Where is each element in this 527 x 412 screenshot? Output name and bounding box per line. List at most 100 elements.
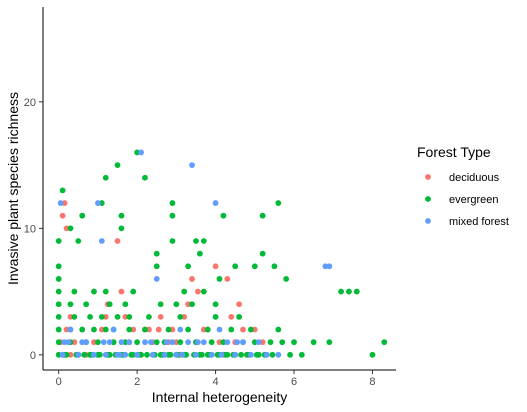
series-deciduous — [57, 200, 266, 358]
data-point — [212, 301, 219, 308]
data-point — [83, 301, 90, 308]
data-point — [110, 326, 117, 333]
data-point — [298, 351, 305, 358]
y-tick-label: 20 — [24, 97, 36, 109]
data-point — [79, 326, 86, 333]
data-point — [220, 212, 227, 219]
data-point — [118, 339, 125, 346]
series-mixed-forest — [57, 149, 333, 358]
data-point — [177, 326, 184, 333]
data-point — [144, 351, 150, 358]
data-point — [67, 326, 74, 333]
data-point — [287, 351, 293, 358]
data-point — [91, 288, 97, 295]
data-point — [247, 326, 254, 333]
data-point — [153, 276, 160, 282]
data-point — [236, 301, 243, 308]
data-point — [91, 351, 97, 358]
data-point — [75, 351, 82, 358]
data-point — [142, 326, 148, 333]
x-axis-title: Internal heterogeneity — [152, 389, 287, 405]
data-point — [114, 238, 121, 244]
data-point — [173, 301, 180, 308]
data-point — [106, 301, 113, 308]
data-point — [96, 351, 103, 358]
data-point — [81, 351, 88, 358]
data-point — [71, 288, 78, 295]
legend-label: mixed forest — [449, 216, 509, 228]
legend-label: evergreen — [449, 194, 499, 206]
data-point — [59, 351, 66, 358]
data-point — [185, 263, 192, 270]
data-point — [169, 339, 176, 346]
data-point — [200, 339, 207, 346]
data-point — [71, 313, 78, 320]
data-point — [55, 288, 62, 295]
data-point — [153, 339, 160, 346]
data-point — [218, 351, 225, 358]
data-point — [122, 301, 129, 308]
data-point — [102, 326, 109, 333]
data-point — [369, 351, 376, 358]
data-point — [283, 276, 290, 282]
data-point — [232, 351, 239, 358]
x-tick-label: 4 — [213, 376, 219, 388]
data-point — [153, 263, 160, 270]
data-point — [157, 313, 164, 320]
data-point — [275, 351, 282, 358]
legend-items: deciduous evergreen mixed forest — [425, 172, 509, 228]
data-point — [212, 200, 219, 206]
data-point — [155, 326, 162, 333]
data-point — [79, 339, 86, 346]
data-point — [228, 326, 235, 333]
data-point — [169, 200, 176, 206]
data-point — [67, 301, 74, 308]
data-point — [57, 200, 64, 206]
y-tick-label: 10 — [24, 223, 36, 235]
x-tick-label: 2 — [134, 376, 140, 388]
data-point — [87, 313, 93, 320]
data-point — [102, 351, 109, 358]
data-point — [122, 351, 129, 358]
data-point — [185, 326, 192, 333]
data-point — [259, 212, 266, 219]
data-point — [169, 238, 176, 244]
data-point — [228, 313, 235, 320]
data-point — [381, 339, 388, 346]
data-point — [157, 301, 164, 308]
y-axis-ticks: 0 10 20 — [24, 97, 43, 362]
data-point — [153, 250, 160, 257]
data-point — [147, 339, 154, 346]
data-point — [255, 339, 262, 346]
data-point — [142, 174, 148, 181]
x-axis-ticks: 0 2 4 6 8 — [56, 370, 376, 388]
data-point — [200, 238, 207, 244]
legend-key — [425, 196, 431, 202]
data-point — [95, 200, 101, 206]
data-point — [161, 351, 168, 358]
data-point — [195, 339, 201, 346]
data-point — [310, 339, 317, 346]
data-point — [118, 288, 125, 295]
data-point — [275, 326, 282, 333]
data-point — [247, 351, 254, 358]
data-point — [240, 326, 246, 333]
data-point — [130, 288, 137, 295]
y-tick-label: 0 — [30, 350, 36, 362]
data-point — [193, 351, 199, 358]
data-point — [177, 339, 184, 346]
data-point — [224, 339, 231, 346]
data-point — [91, 326, 97, 333]
data-point — [65, 339, 72, 346]
data-point — [193, 238, 199, 244]
data-point — [55, 313, 62, 320]
y-axis-title: Invasive plant species richness — [5, 92, 21, 285]
data-point — [275, 200, 282, 206]
data-point — [238, 351, 244, 358]
data-point — [185, 339, 192, 346]
data-point — [134, 339, 141, 346]
legend-key — [425, 218, 431, 224]
data-point — [95, 339, 101, 346]
data-point — [212, 313, 219, 320]
data-point — [163, 339, 170, 346]
